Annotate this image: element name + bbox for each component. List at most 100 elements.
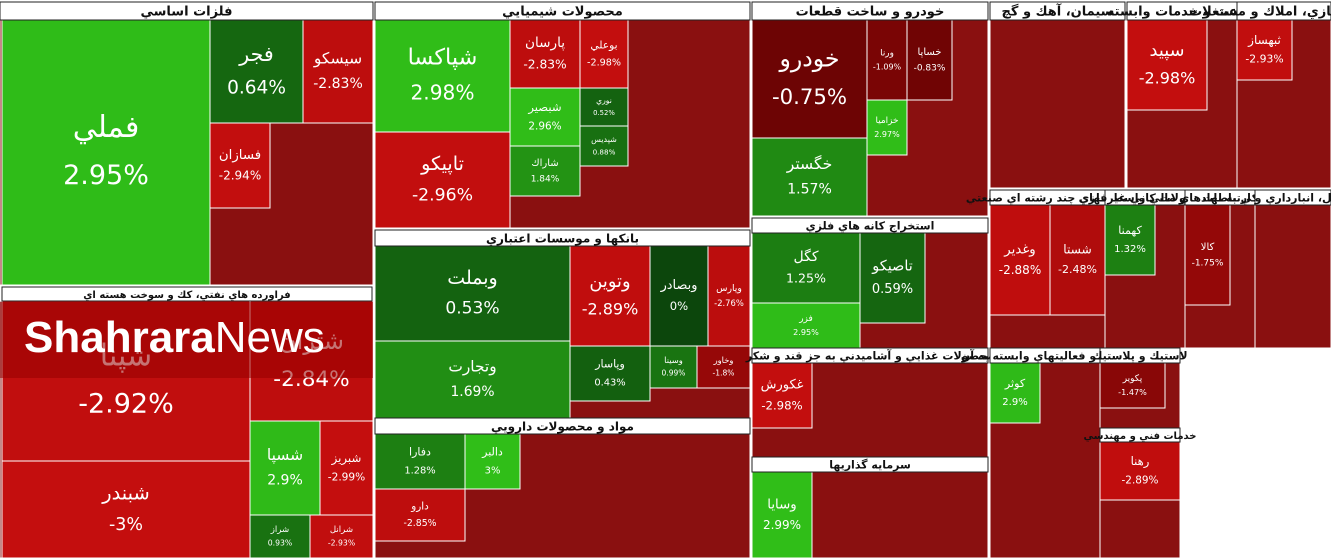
tile-value: 2.95%: [793, 327, 819, 337]
tile-name: شپديس: [591, 135, 617, 144]
sector-header: [0, 1, 374, 21]
sector-title: حمل و نقل، انبارداري و ارتباطات: [1202, 192, 1331, 205]
tile-name: كهمنا: [1118, 224, 1142, 237]
sector-header: [374, 1, 751, 21]
sector-title: سيمان، آهك و گچ: [1002, 3, 1114, 20]
tile-name: شبريز: [331, 451, 362, 466]
tile-value: -3%: [109, 515, 143, 535]
tile-name: تاصيكو: [871, 258, 912, 274]
tile-value: -2.98%: [1139, 69, 1196, 88]
sector-title: فلزات اساسي: [140, 5, 232, 20]
tile: [302, 19, 374, 124]
tile-name: خزاميا: [876, 116, 899, 126]
tile-value: -1.8%: [713, 369, 735, 378]
tile-value: -2.94%: [219, 169, 261, 183]
sector-header: [1099, 347, 1181, 364]
tile-name: كگل: [794, 248, 819, 265]
tile: [751, 362, 813, 429]
tile-value: 0.64%: [227, 77, 286, 98]
sector-title: لاستيك و پلاستيك: [1092, 350, 1187, 363]
tile-value: 0%: [670, 299, 688, 313]
tile-name: خودرو: [778, 45, 839, 73]
tile: [509, 87, 581, 147]
tile-name: وپارس: [716, 283, 742, 294]
sector-header: [751, 1, 989, 21]
tile-value: 2.99%: [763, 518, 801, 532]
tile-value: 1.57%: [787, 181, 832, 197]
tile: [989, 362, 1041, 424]
tile-name: شرانل: [330, 525, 353, 535]
tile-value: 0.88%: [593, 147, 616, 156]
tile-value: -2.85%: [403, 518, 436, 529]
watermark-part: News: [215, 313, 325, 362]
sector-area: [989, 19, 1126, 189]
tile-value: -2.48%: [1058, 263, 1097, 276]
tile-name: سيسكو: [313, 50, 362, 69]
tile: [374, 433, 466, 490]
tile-value: 0.52%: [593, 109, 615, 117]
tile-value: -2.98%: [587, 58, 621, 69]
sector-header: [374, 229, 751, 247]
tile-value: -2.89%: [582, 300, 639, 319]
tile-value: -0.75%: [772, 85, 847, 110]
tile-value: 1.84%: [531, 175, 560, 185]
tile: [1099, 362, 1166, 409]
tile: [1049, 204, 1106, 316]
watermark-band: [0, 302, 373, 378]
tile: [374, 340, 571, 419]
tile-value: -2.92%: [78, 389, 174, 420]
tile-name: شبندر: [101, 481, 150, 504]
tile-value: 0.99%: [662, 369, 686, 378]
tile-value: -2.93%: [328, 538, 355, 547]
tile-name: كالا: [1201, 242, 1215, 253]
tile: [209, 122, 271, 209]
tile-name: نوري: [596, 96, 612, 105]
tile-name: خگستر: [786, 155, 832, 174]
tile: [569, 245, 651, 347]
tile: [649, 345, 698, 389]
tile-value: 0.93%: [268, 538, 293, 547]
sector-header: [751, 347, 989, 364]
tile-name: شستا: [1063, 243, 1092, 257]
tile-name: ثبهساز: [1247, 33, 1281, 48]
tile-value: -2.88%: [999, 263, 1041, 277]
sector-title: رايانه و فعاليتهاي وابسته به آن: [961, 349, 1129, 363]
tile-value: 2.95%: [63, 160, 149, 191]
tile: [751, 19, 868, 139]
tile: [569, 345, 651, 402]
tile-value: 1.32%: [1114, 244, 1146, 255]
sector-title: شركتهاي چند رشته اي صنعتي: [966, 192, 1129, 205]
sector-header: [989, 1, 1126, 21]
tile: [579, 87, 629, 127]
tile-name: وغدير: [1003, 242, 1035, 257]
tile: [751, 137, 868, 217]
tile: [751, 302, 861, 349]
tile-name: تاپيكو: [420, 152, 464, 175]
tile-name: خساپا: [918, 47, 942, 58]
tile-value: -1.75%: [1192, 259, 1224, 269]
tile-name: فملي: [73, 110, 140, 145]
tile-value: -1.47%: [1118, 387, 1147, 397]
sector-header: [1254, 189, 1331, 206]
tile: [1, 460, 251, 558]
tile-name: پارسان: [525, 35, 565, 51]
tile-name: رهنا: [1131, 454, 1150, 469]
tile-value: 0.59%: [872, 282, 913, 297]
tile: [866, 99, 908, 156]
tile-value: -2.83%: [523, 57, 566, 71]
sector-title: محصولات غذايي و آشاميدني به جز قند و شكر: [745, 349, 994, 363]
tile-value: -1.09%: [873, 63, 902, 72]
sector-title: مواد و محصولات دارويي: [491, 420, 634, 435]
sector-header: [751, 456, 989, 473]
sector-title: خدمات فني و مهندسي: [1084, 431, 1197, 442]
sector-title: محصولات كاني غيرفلزي: [1079, 192, 1212, 205]
tile: [464, 433, 521, 490]
tile-value: -2.76%: [714, 298, 744, 308]
tile-value: 1.28%: [404, 465, 435, 476]
sector-header: [751, 217, 989, 234]
tile-name: وتجارت: [448, 358, 496, 376]
tile-value: -2.96%: [412, 185, 473, 205]
tile: [374, 131, 511, 229]
tile-name: غكورش: [761, 378, 804, 393]
tile-name: دفارا: [409, 446, 431, 459]
